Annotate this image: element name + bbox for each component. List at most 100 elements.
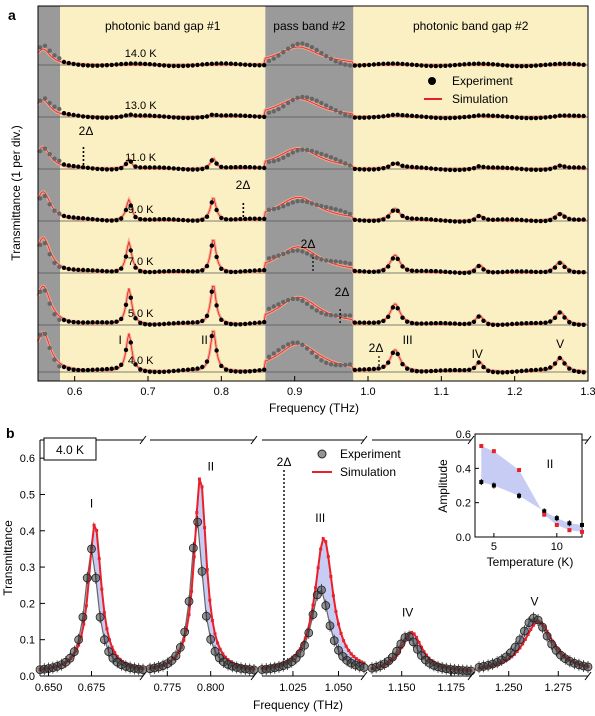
simulation-point bbox=[182, 638, 186, 642]
experiment-point bbox=[300, 147, 305, 152]
experiment-point bbox=[438, 320, 443, 326]
experiment-point bbox=[171, 651, 181, 661]
experiment-point bbox=[219, 363, 224, 369]
experiment-point bbox=[357, 320, 362, 325]
simulation-point bbox=[316, 566, 320, 570]
experiment-point bbox=[47, 100, 52, 106]
experiment-point bbox=[443, 321, 448, 326]
experiment-point bbox=[500, 62, 505, 68]
x-tick-label: 0.7 bbox=[140, 386, 155, 398]
experiment-point bbox=[319, 257, 324, 262]
experiment-point bbox=[157, 269, 162, 274]
experiment-point bbox=[80, 368, 86, 373]
experiment-point bbox=[371, 167, 377, 172]
experiment-point bbox=[362, 115, 367, 120]
experiment-point bbox=[266, 207, 272, 212]
experiment-point bbox=[433, 321, 438, 326]
experiment-point bbox=[343, 362, 348, 368]
experiment-point bbox=[133, 316, 138, 321]
x-tick-label: 0.9 bbox=[287, 386, 302, 398]
simulation-point bbox=[357, 658, 361, 662]
experiment-point bbox=[128, 203, 133, 208]
experiment-point bbox=[285, 46, 291, 51]
inset-experiment-point bbox=[542, 509, 547, 514]
experiment-point bbox=[271, 56, 276, 61]
experiment-point bbox=[295, 648, 305, 658]
experiment-point bbox=[257, 368, 262, 373]
experiment-point bbox=[533, 269, 539, 275]
experiment-point bbox=[433, 217, 438, 223]
mode-label-V: V bbox=[530, 595, 538, 609]
experiment-point bbox=[571, 217, 577, 222]
experiment-point bbox=[433, 63, 438, 69]
experiment-point bbox=[228, 113, 234, 118]
experiment-point bbox=[533, 63, 539, 68]
experiment-point bbox=[366, 62, 372, 68]
experiment-point bbox=[467, 270, 472, 275]
experiment-point bbox=[57, 211, 62, 216]
experiment-point bbox=[400, 315, 405, 320]
experiment-point bbox=[476, 263, 481, 269]
experiment-point bbox=[52, 208, 57, 213]
trace-7-0-K bbox=[36, 236, 588, 276]
inset-simulation-point bbox=[479, 444, 484, 449]
experiment-point bbox=[271, 304, 276, 309]
experiment-point bbox=[514, 115, 520, 120]
experiment-point bbox=[390, 112, 396, 118]
experiment-point bbox=[519, 321, 524, 326]
experiment-point bbox=[109, 115, 114, 120]
experiment-point bbox=[567, 216, 572, 222]
experiment-point bbox=[228, 368, 234, 374]
experiment-point bbox=[334, 645, 343, 655]
simulation-point bbox=[311, 603, 315, 607]
experiment-point bbox=[185, 367, 191, 372]
experiment-point bbox=[400, 362, 405, 367]
experiment-point bbox=[104, 269, 110, 274]
experiment-point bbox=[119, 165, 124, 171]
experiment-point bbox=[190, 320, 195, 325]
experiment-point bbox=[519, 368, 524, 374]
experiment-point bbox=[371, 218, 377, 223]
experiment-point bbox=[281, 155, 286, 160]
simulation-point bbox=[105, 627, 109, 631]
experiment-point bbox=[557, 355, 562, 361]
experiment-point bbox=[376, 166, 381, 172]
experiment-point bbox=[447, 63, 453, 68]
experiment-point bbox=[42, 288, 48, 293]
experiment-point bbox=[61, 317, 67, 323]
temperature-label: 7.0 K bbox=[128, 256, 154, 268]
experiment-point bbox=[519, 217, 524, 223]
experiment-point bbox=[476, 213, 481, 219]
experiment-point bbox=[520, 626, 529, 636]
peak-panel-I bbox=[35, 435, 148, 681]
inset-y-tick-label: 0.4 bbox=[456, 463, 471, 475]
experiment-point bbox=[171, 115, 176, 120]
x-tick-label: 0.6 bbox=[67, 386, 82, 398]
experiment-point bbox=[109, 218, 114, 223]
experiment-point bbox=[409, 320, 415, 326]
temperature-label: 9.0 K bbox=[128, 204, 154, 216]
experiment-point bbox=[200, 115, 205, 120]
simulation-point bbox=[221, 652, 225, 656]
experiment-point bbox=[467, 114, 472, 119]
experiment-point bbox=[210, 646, 220, 656]
experiment-point bbox=[428, 368, 434, 374]
experiment-point bbox=[228, 165, 234, 170]
axis-break bbox=[584, 435, 592, 445]
experiment-point bbox=[371, 115, 377, 120]
experiment-point bbox=[462, 321, 467, 327]
simulation-point bbox=[532, 623, 535, 627]
experiment-point bbox=[219, 317, 224, 322]
experiment-point bbox=[71, 215, 76, 220]
experiment-point bbox=[309, 253, 315, 258]
experiment-point bbox=[171, 63, 176, 69]
simulation-point bbox=[108, 638, 112, 642]
experiment-point bbox=[495, 322, 500, 328]
experiment-point bbox=[214, 254, 219, 260]
experiment-point bbox=[100, 63, 105, 68]
experiment-point bbox=[386, 360, 391, 365]
experiment-point bbox=[243, 164, 248, 170]
experiment-point bbox=[262, 216, 267, 222]
mode-label-III: III bbox=[315, 511, 325, 525]
experiment-point bbox=[490, 270, 496, 275]
